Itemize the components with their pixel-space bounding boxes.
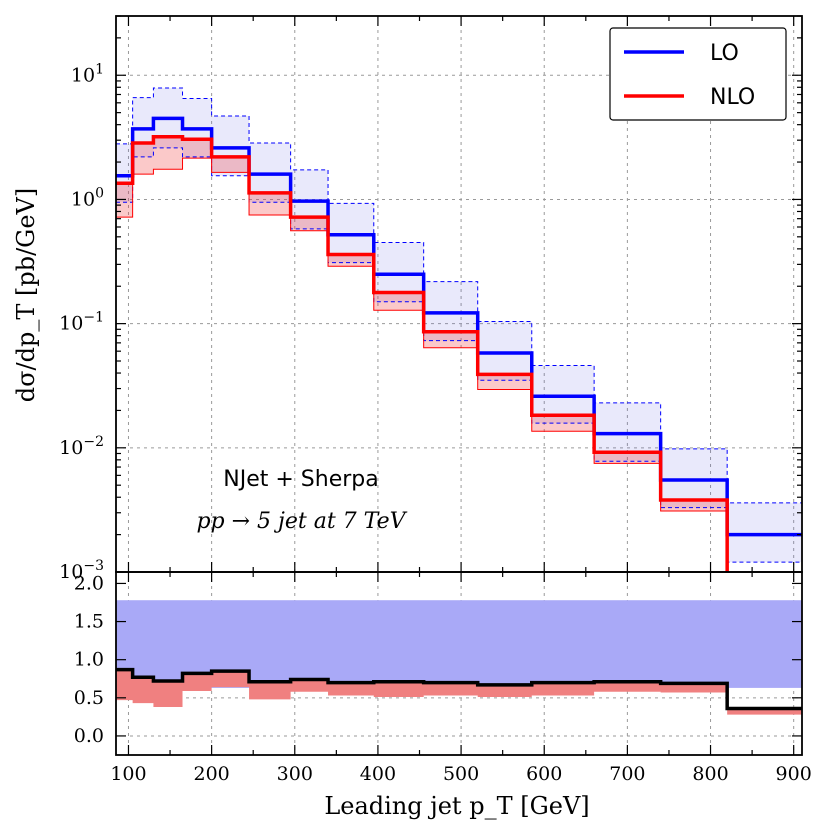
ratio-bands: [116, 600, 802, 715]
main-y-tick-label-1: 10−2: [59, 434, 104, 459]
legend-nlo-label: NLO: [710, 85, 755, 110]
ratio-y-tick-label-3: 1.5: [74, 611, 104, 633]
legend-box: [609, 27, 787, 121]
ratio-y-tick-label-4: 2.0: [74, 572, 104, 594]
ratio-y-tick-label-1: 0.5: [74, 687, 104, 709]
x-tick-label-900: 900: [776, 763, 812, 785]
lo-uncertainty-band: [116, 87, 802, 563]
x-tick-label-200: 200: [193, 763, 229, 785]
lo-band-lower-edge: [116, 147, 802, 563]
annotation-generator: NJet + Sherpa: [223, 467, 378, 492]
nlo-line: [116, 134, 729, 572]
nlo-band-lower-edge: [116, 157, 728, 572]
ratio-lines: [116, 667, 802, 711]
main-y-tick-label-4: 101: [71, 61, 104, 86]
main-y-tick-label-3: 100: [71, 185, 104, 210]
x-tick-label-600: 600: [526, 763, 562, 785]
main-bands: [116, 87, 802, 572]
x-tick-label-300: 300: [277, 763, 313, 785]
x-tick-label-800: 800: [692, 763, 728, 785]
lo-line: [116, 116, 802, 537]
legend-lo-label: LO: [710, 41, 739, 66]
main-y-tick-label-2: 10−1: [59, 310, 104, 335]
ratio-y-tick-label-2: 1.0: [74, 649, 104, 671]
y-axis-title: dσ/dp_T [pb/GeV]: [12, 188, 40, 402]
x-axis-title: Leading jet p_T [GeV]: [324, 792, 589, 820]
annotation-process: pp → 5 jet at 7 TeV: [196, 509, 407, 534]
x-tick-label-100: 100: [110, 763, 146, 785]
main-lines: [116, 87, 802, 572]
nlo-uncertainty-band: [116, 136, 728, 572]
legend: LO NLO: [609, 27, 787, 121]
x-tick-label-400: 400: [360, 763, 396, 785]
ratio-nlo-line: [116, 667, 802, 711]
x-tick-label-700: 700: [609, 763, 645, 785]
lo-band-upper-edge: [116, 87, 802, 504]
ratio-plot-frame: [115, 571, 803, 756]
tick-labels: 100 200 300 400 500 600 700 800 900 0.0 0.5 1.0 1.5 2…: [59, 61, 812, 785]
main-y-tick-label-0: 10−3: [59, 558, 104, 583]
ratio-y-tick-label-0: 0.0: [74, 725, 104, 747]
x-tick-label-500: 500: [443, 763, 479, 785]
ratio-nlo-band: [116, 669, 802, 715]
